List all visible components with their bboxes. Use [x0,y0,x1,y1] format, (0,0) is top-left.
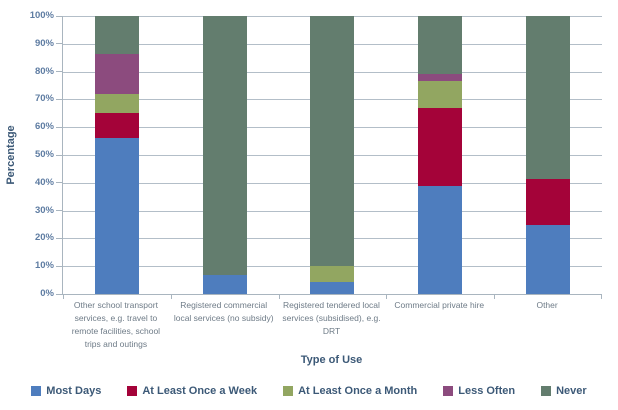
category-label: Registered tendered local services (subs… [282,300,381,336]
legend-label: At Least Once a Week [142,385,258,397]
y-tick-label: 60% [34,121,54,133]
y-tick-label: 40% [34,176,54,188]
y-axis-tick-mark [56,71,63,73]
bar-segment-never [526,16,571,179]
legend-label: At Least Once a Month [298,385,418,397]
legend-swatch-at-least-once-a-week [127,386,138,396]
y-axis-tick-mark [56,265,63,267]
bar-segment-at-least-once-a-week [526,178,571,225]
stacked-bar [202,16,247,294]
y-tick-label: 10% [34,260,54,272]
bar-column-registered-tendered-local-serv [279,16,387,294]
bar-segment-most-days [310,281,355,294]
legend-item-never: Never [541,385,587,397]
bar-column-other [494,16,602,294]
y-tick-label: 0% [40,288,54,299]
x-axis-tick-mark [494,294,496,299]
y-axis-tick-mark [56,98,63,100]
bar-segment-never [202,16,247,275]
plot-area [56,15,602,299]
stacked-bar [418,16,463,294]
bar-segment-most-days [94,138,139,294]
y-axis-tick-mark [56,210,63,212]
bar-column-other-school-transport-service [63,16,171,294]
bar-segment-less-often [418,74,463,82]
x-axis-tick-mark [170,294,172,299]
bar-segment-most-days [418,185,463,294]
y-tick-label: 30% [34,204,54,216]
legend-swatch-at-least-once-a-month [283,386,294,396]
category-label: Registered commercial local services (no… [173,300,274,323]
bar-column-registered-commercial-local-se [171,16,279,294]
x-axis-tick-mark [278,294,280,299]
stacked-bar [94,16,139,294]
y-axis-tick-mark [56,126,63,128]
bar-column-commercial-private-hire [386,16,494,294]
bar-segment-never [310,16,355,267]
y-tick-label: 80% [34,65,54,77]
x-axis-title: Type of Use [300,354,363,366]
legend-swatch-never [541,386,552,396]
y-axis-tick-mark [56,15,63,17]
bar-segment-at-least-once-a-week [418,107,463,186]
stacked-bar [526,16,571,294]
bar-segment-at-least-once-a-week [94,113,139,139]
y-axis-tick-labels: 0% 10% 20% 30% 40% 50% 60% 70% 80% 90% 100% [0,10,54,299]
bar-segment-at-least-once-a-month [94,93,139,114]
y-axis-tick-mark [56,237,63,239]
y-tick-label: 20% [34,232,54,244]
legend: Most Days At Least Once a Week At Least On… [0,385,618,397]
bar-segment-less-often [94,53,139,94]
x-axis-tick-mark [63,294,64,299]
x-axis-tick-mark [601,294,602,299]
category-label: Other [536,300,558,310]
bar-segment-never [94,16,139,54]
legend-label: Never [556,385,587,397]
x-axis-category-labels: Other school transport services, e.g. tr… [62,299,601,351]
legend-label: Most Days [46,385,102,397]
x-axis-tick-mark [386,294,388,299]
bar-segment-at-least-once-a-month [310,266,355,282]
category-label: Other school transport services, e.g. tr… [71,300,161,349]
bar-segment-most-days [202,274,247,294]
y-tick-label: 70% [34,93,54,105]
legend-item-at-least-once-a-month: At Least Once a Month [283,385,417,397]
stacked-bar [310,16,355,294]
bar-segment-never [418,16,463,75]
y-axis-tick-mark [56,154,63,156]
legend-item-less-often: Less Often [443,385,515,397]
legend-item-at-least-once-a-week: At Least Once a Week [127,385,257,397]
legend-label: Less Often [458,385,516,397]
legend-swatch-less-often [443,386,454,396]
legend-swatch-most-days [31,386,42,396]
y-axis-tick-mark [56,182,63,184]
y-axis-tick-mark [56,293,63,295]
y-tick-label: 100% [29,10,54,21]
y-tick-label: 50% [34,149,54,160]
y-tick-label: 90% [34,37,54,49]
category-label: Commercial private hire [394,300,485,310]
y-axis-tick-mark [56,43,63,45]
bar-segment-at-least-once-a-month [418,81,463,108]
legend-item-most-days: Most Days [31,385,101,397]
bar-segment-most-days [526,224,571,294]
